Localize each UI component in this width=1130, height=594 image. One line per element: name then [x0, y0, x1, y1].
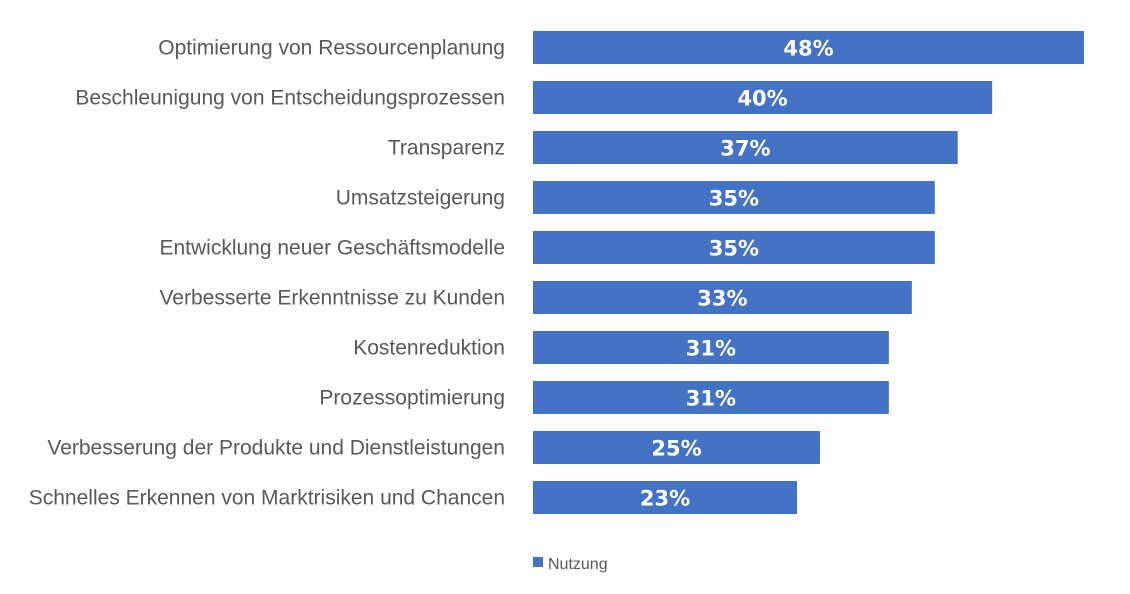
value-label: 35%	[709, 187, 759, 211]
value-label: 48%	[783, 37, 833, 61]
value-label: 35%	[709, 237, 759, 261]
category-label: Verbesserte Erkenntnisse zu Kunden	[159, 287, 505, 310]
bar	[533, 481, 798, 514]
category-label: Beschleunigung von Entscheidungsprozesse…	[75, 87, 505, 110]
bar	[533, 231, 935, 264]
value-label: 40%	[737, 87, 787, 111]
bar	[533, 131, 958, 164]
legend: Nutzung	[533, 556, 608, 573]
bar	[533, 331, 889, 364]
value-label: 31%	[686, 337, 736, 361]
category-label: Optimierung von Ressourcenplanung	[158, 37, 505, 60]
value-label: 23%	[640, 487, 690, 511]
bars-group: Optimierung von Ressourcenplanung 48% Besc…	[29, 31, 1084, 514]
category-label: Kostenreduktion	[353, 337, 505, 360]
value-label: 25%	[651, 437, 701, 461]
legend-swatch	[533, 557, 543, 567]
bar	[533, 381, 889, 414]
bar	[533, 81, 993, 114]
category-label: Schnelles Erkennen von Marktrisiken und …	[29, 487, 505, 510]
legend-label: Nutzung	[548, 556, 608, 573]
category-label: Entwicklung neuer Geschäftsmodelle	[159, 237, 505, 260]
value-label: 33%	[697, 287, 747, 311]
bar	[533, 181, 935, 214]
bar	[533, 31, 1084, 64]
value-label: 37%	[720, 137, 770, 161]
bar	[533, 431, 820, 464]
category-label: Prozessoptimierung	[319, 387, 505, 410]
category-label: Umsatzsteigerung	[336, 187, 505, 210]
category-label: Transparenz	[388, 137, 505, 160]
category-label: Verbesserung der Produkte und Dienstleis…	[47, 437, 505, 460]
value-label: 31%	[686, 387, 736, 411]
bar	[533, 281, 912, 314]
